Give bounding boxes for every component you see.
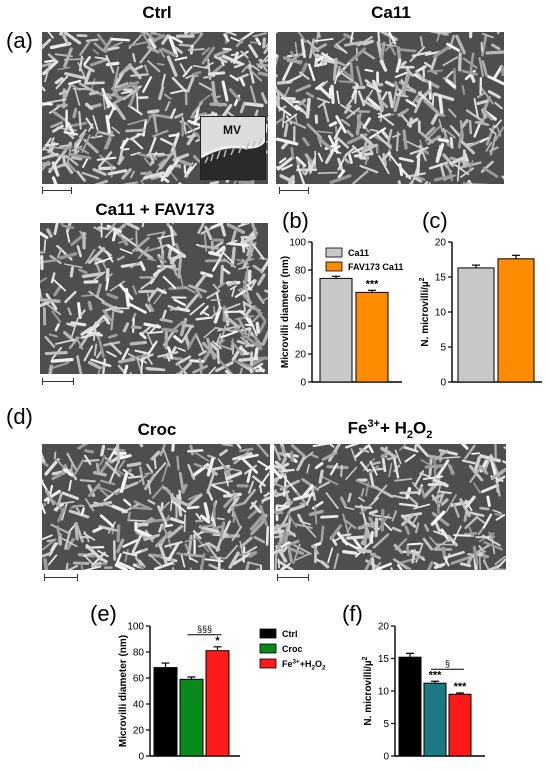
ctrl-title: Ctrl	[142, 3, 172, 22]
y-tick-label: 20	[378, 622, 390, 633]
bracket-label: §§§	[197, 624, 212, 634]
y-tick-label: 0	[440, 378, 446, 389]
y-tick-label: 0	[138, 752, 144, 763]
legend-swatch	[259, 658, 277, 669]
bar	[448, 693, 472, 757]
sem-image-ca11	[276, 32, 504, 184]
y-tick-label: 40	[295, 322, 307, 333]
scale-bar	[44, 574, 78, 581]
sem-image-croc	[42, 444, 270, 570]
significance-label: ***	[366, 278, 380, 290]
bar	[398, 656, 422, 757]
significance-label: ***	[429, 669, 443, 681]
y-tick-label: 10	[435, 308, 447, 319]
y-tick-label: 5	[383, 719, 389, 730]
ca11-title: Ca11	[371, 3, 411, 22]
ca11-fav173-title: Ca11 + FAV173	[95, 200, 215, 219]
y-tick-label: 80	[295, 266, 307, 277]
y-axis-label: N. microvilli/µ2	[362, 656, 374, 725]
legend-label: FAV173 Ca11	[348, 262, 403, 272]
chart-b: 0 20 40 60 80 100 Microvilli diameter (nm) *** (…	[280, 208, 403, 389]
bar	[153, 667, 178, 757]
bar	[423, 682, 447, 757]
bar	[319, 277, 353, 383]
y-axis-label: Microvilli diameter (nm)	[118, 635, 129, 747]
y-tick-label: 15	[435, 273, 447, 284]
scale-bar	[42, 187, 72, 194]
y-tick-label: 20	[435, 238, 447, 249]
chart-e: 0 20 40 60 80 100 Microvilli diameter (nm) *§§§…	[90, 601, 326, 763]
y-tick-label: 0	[300, 378, 306, 389]
y-tick-label: 100	[289, 238, 306, 249]
bar	[179, 678, 204, 757]
y-tick-label: 20	[133, 726, 145, 737]
y-tick-label: 80	[133, 648, 145, 659]
panel-letter: (f)	[342, 601, 363, 626]
panel-d-letter: (d)	[6, 404, 33, 429]
legend-swatch	[325, 261, 343, 272]
y-tick-label: 60	[133, 674, 145, 685]
panel-letter: (e)	[90, 601, 117, 626]
bar	[355, 291, 389, 383]
y-axis-label: N. microvilli/µ2	[419, 277, 431, 346]
chart-c: 0 5 10 15 20 N. microvilli/µ2 (c)	[419, 208, 542, 389]
sem-image-fe-h2o2	[274, 444, 506, 570]
legend-label: Fe3++H2O2	[282, 658, 326, 671]
y-tick-label: 0	[383, 752, 389, 763]
sem-image-ctrl: MV	[42, 32, 268, 184]
y-tick-label: 100	[127, 622, 144, 633]
legend-label: Ctrl	[282, 629, 298, 639]
croc-title: Croc	[137, 420, 177, 439]
legend-swatch	[259, 628, 277, 639]
legend-swatch	[259, 643, 277, 654]
bar	[457, 267, 495, 383]
bracket-label: §	[445, 658, 450, 668]
scale-bar	[277, 574, 309, 581]
scale-bar	[279, 187, 309, 194]
sem-inset-ctrl: MV	[200, 116, 266, 180]
inset-mv-label: MV	[223, 123, 241, 137]
bar	[497, 258, 535, 383]
legend-label: Ca11	[348, 248, 369, 258]
y-tick-label: 20	[295, 350, 307, 361]
panel-letter: (c)	[422, 208, 448, 233]
y-tick-label: 40	[133, 700, 145, 711]
significance-label: *	[215, 635, 220, 647]
y-axis-label: Microvilli diameter (nm)	[280, 256, 291, 368]
fe-h2o2-title: Fe3++ H2O2	[347, 418, 433, 442]
scale-bar	[42, 378, 74, 385]
legend-swatch	[325, 247, 343, 258]
y-tick-label: 60	[295, 294, 307, 305]
significance-label: ***	[454, 681, 468, 693]
bar	[205, 650, 230, 757]
y-tick-label: 5	[440, 343, 446, 354]
legend-label: Croc	[282, 644, 303, 654]
panel-letter: (b)	[282, 208, 309, 233]
y-tick-label: 10	[378, 687, 390, 698]
sem-image-ca11-fav173	[40, 223, 268, 374]
y-tick-label: 15	[378, 654, 390, 665]
panel-a-letter: (a)	[6, 28, 33, 53]
